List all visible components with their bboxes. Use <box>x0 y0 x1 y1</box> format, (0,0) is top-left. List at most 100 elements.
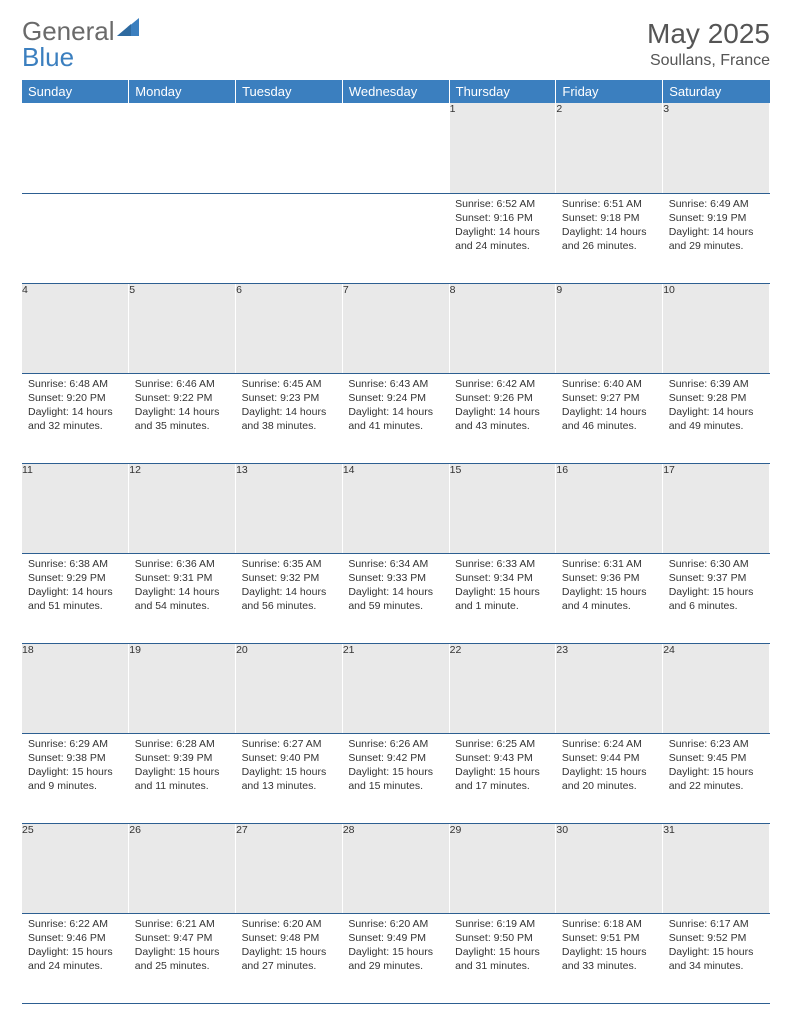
day-cell: Sunrise: 6:20 AMSunset: 9:49 PMDaylight:… <box>342 913 449 1003</box>
daylight-text: Daylight: 15 hours and 25 minutes. <box>135 945 230 973</box>
day-cell: Sunrise: 6:19 AMSunset: 9:50 PMDaylight:… <box>449 913 556 1003</box>
day-number <box>22 103 129 193</box>
sunrise-text: Sunrise: 6:19 AM <box>455 917 550 931</box>
sunset-text: Sunset: 9:50 PM <box>455 931 550 945</box>
weekday-header: Monday <box>129 80 236 103</box>
brand-sail-icon <box>117 14 139 32</box>
day-number <box>342 103 449 193</box>
sunrise-text: Sunrise: 6:42 AM <box>455 377 550 391</box>
brand-part2: Blue <box>22 42 74 72</box>
sunrise-text: Sunrise: 6:33 AM <box>455 557 550 571</box>
day-number <box>236 103 343 193</box>
day-cell-content: Sunrise: 6:40 AMSunset: 9:27 PMDaylight:… <box>556 374 663 440</box>
week-content-row: Sunrise: 6:22 AMSunset: 9:46 PMDaylight:… <box>22 913 770 1003</box>
day-cell-content: Sunrise: 6:43 AMSunset: 9:24 PMDaylight:… <box>342 374 449 440</box>
day-cell: Sunrise: 6:30 AMSunset: 9:37 PMDaylight:… <box>663 553 770 643</box>
weekday-header: Wednesday <box>342 80 449 103</box>
day-number: 3 <box>663 103 770 193</box>
sunset-text: Sunset: 9:52 PM <box>669 931 764 945</box>
day-number: 19 <box>129 643 236 733</box>
daylight-text: Daylight: 14 hours and 41 minutes. <box>348 405 443 433</box>
sunset-text: Sunset: 9:22 PM <box>135 391 230 405</box>
day-cell: Sunrise: 6:36 AMSunset: 9:31 PMDaylight:… <box>129 553 236 643</box>
day-cell: Sunrise: 6:31 AMSunset: 9:36 PMDaylight:… <box>556 553 663 643</box>
sunrise-text: Sunrise: 6:26 AM <box>348 737 443 751</box>
sunset-text: Sunset: 9:46 PM <box>28 931 123 945</box>
day-cell-content: Sunrise: 6:45 AMSunset: 9:23 PMDaylight:… <box>236 374 343 440</box>
week-daynum-row: 45678910 <box>22 283 770 373</box>
daylight-text: Daylight: 14 hours and 38 minutes. <box>242 405 337 433</box>
day-cell-content: Sunrise: 6:17 AMSunset: 9:52 PMDaylight:… <box>663 914 770 980</box>
calendar-body: 123Sunrise: 6:52 AMSunset: 9:16 PMDaylig… <box>22 103 770 1003</box>
day-cell-content: Sunrise: 6:36 AMSunset: 9:31 PMDaylight:… <box>129 554 236 620</box>
day-cell: Sunrise: 6:17 AMSunset: 9:52 PMDaylight:… <box>663 913 770 1003</box>
weekday-header: Thursday <box>449 80 556 103</box>
week-daynum-row: 25262728293031 <box>22 823 770 913</box>
week-content-row: Sunrise: 6:52 AMSunset: 9:16 PMDaylight:… <box>22 193 770 283</box>
day-cell-content: Sunrise: 6:20 AMSunset: 9:49 PMDaylight:… <box>342 914 449 980</box>
sunrise-text: Sunrise: 6:51 AM <box>562 197 657 211</box>
daylight-text: Daylight: 15 hours and 20 minutes. <box>562 765 657 793</box>
day-number: 13 <box>236 463 343 553</box>
calendar-page: GeneralBlue May 2025 Soullans, France Su… <box>0 0 792 1014</box>
sunset-text: Sunset: 9:48 PM <box>242 931 337 945</box>
day-cell-content <box>236 194 343 203</box>
sunset-text: Sunset: 9:28 PM <box>669 391 764 405</box>
sunrise-text: Sunrise: 6:31 AM <box>562 557 657 571</box>
day-number <box>129 103 236 193</box>
sunset-text: Sunset: 9:49 PM <box>348 931 443 945</box>
day-cell-content: Sunrise: 6:29 AMSunset: 9:38 PMDaylight:… <box>22 734 129 800</box>
week-daynum-row: 11121314151617 <box>22 463 770 553</box>
sunset-text: Sunset: 9:42 PM <box>348 751 443 765</box>
day-cell: Sunrise: 6:52 AMSunset: 9:16 PMDaylight:… <box>449 193 556 283</box>
day-cell-content: Sunrise: 6:46 AMSunset: 9:22 PMDaylight:… <box>129 374 236 440</box>
month-title: May 2025 <box>647 18 770 50</box>
daylight-text: Daylight: 14 hours and 35 minutes. <box>135 405 230 433</box>
sunset-text: Sunset: 9:18 PM <box>562 211 657 225</box>
title-block: May 2025 Soullans, France <box>647 18 770 70</box>
day-number: 14 <box>342 463 449 553</box>
daylight-text: Daylight: 15 hours and 29 minutes. <box>348 945 443 973</box>
sunset-text: Sunset: 9:19 PM <box>669 211 764 225</box>
weekday-header: Friday <box>556 80 663 103</box>
day-cell-content: Sunrise: 6:21 AMSunset: 9:47 PMDaylight:… <box>129 914 236 980</box>
day-cell: Sunrise: 6:33 AMSunset: 9:34 PMDaylight:… <box>449 553 556 643</box>
day-number: 26 <box>129 823 236 913</box>
day-cell: Sunrise: 6:27 AMSunset: 9:40 PMDaylight:… <box>236 733 343 823</box>
sunset-text: Sunset: 9:45 PM <box>669 751 764 765</box>
day-cell-content <box>22 194 129 203</box>
day-cell: Sunrise: 6:40 AMSunset: 9:27 PMDaylight:… <box>556 373 663 463</box>
sunrise-text: Sunrise: 6:48 AM <box>28 377 123 391</box>
day-number: 7 <box>342 283 449 373</box>
weekday-header-row: Sunday Monday Tuesday Wednesday Thursday… <box>22 80 770 103</box>
sunset-text: Sunset: 9:33 PM <box>348 571 443 585</box>
day-cell-content: Sunrise: 6:52 AMSunset: 9:16 PMDaylight:… <box>449 194 556 260</box>
day-cell: Sunrise: 6:22 AMSunset: 9:46 PMDaylight:… <box>22 913 129 1003</box>
day-number: 12 <box>129 463 236 553</box>
sunrise-text: Sunrise: 6:29 AM <box>28 737 123 751</box>
weekday-header: Saturday <box>663 80 770 103</box>
sunset-text: Sunset: 9:31 PM <box>135 571 230 585</box>
daylight-text: Daylight: 15 hours and 17 minutes. <box>455 765 550 793</box>
day-cell-content <box>129 194 236 203</box>
sunset-text: Sunset: 9:38 PM <box>28 751 123 765</box>
daylight-text: Daylight: 15 hours and 33 minutes. <box>562 945 657 973</box>
daylight-text: Daylight: 14 hours and 29 minutes. <box>669 225 764 253</box>
day-cell-content: Sunrise: 6:18 AMSunset: 9:51 PMDaylight:… <box>556 914 663 980</box>
sunrise-text: Sunrise: 6:25 AM <box>455 737 550 751</box>
day-number: 2 <box>556 103 663 193</box>
week-content-row: Sunrise: 6:29 AMSunset: 9:38 PM Daylight:… <box>22 733 770 823</box>
day-number: 1 <box>449 103 556 193</box>
week-content-row: Sunrise: 6:38 AMSunset: 9:29 PMDaylight:… <box>22 553 770 643</box>
sunset-text: Sunset: 9:20 PM <box>28 391 123 405</box>
day-cell: Sunrise: 6:26 AMSunset: 9:42 PMDaylight:… <box>342 733 449 823</box>
day-cell: Sunrise: 6:49 AMSunset: 9:19 PMDaylight:… <box>663 193 770 283</box>
daylight-text: Daylight: 15 hours and 34 minutes. <box>669 945 764 973</box>
day-cell-content: Sunrise: 6:22 AMSunset: 9:46 PMDaylight:… <box>22 914 129 980</box>
week-daynum-row: 123 <box>22 103 770 193</box>
day-number: 16 <box>556 463 663 553</box>
day-number: 4 <box>22 283 129 373</box>
day-cell-content: Sunrise: 6:49 AMSunset: 9:19 PMDaylight:… <box>663 194 770 260</box>
day-number: 29 <box>449 823 556 913</box>
daylight-text: Daylight: 14 hours and 26 minutes. <box>562 225 657 253</box>
